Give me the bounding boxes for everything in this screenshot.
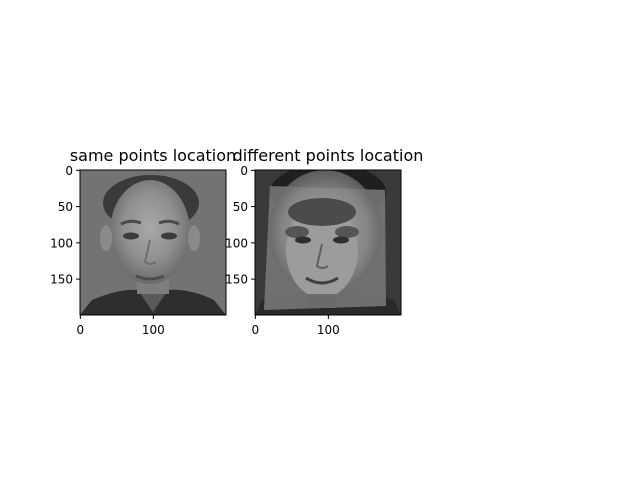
y-tick-label: 0 (240, 164, 248, 178)
x-tick-label: 0 (252, 323, 260, 337)
y-tick-label: 50 (58, 200, 73, 214)
y-tick-label: 100 (50, 236, 73, 250)
y-tick-label: 150 (50, 273, 73, 287)
subplot-same-points: same points location (50, 146, 236, 337)
x-tick-label: 0 (77, 323, 85, 337)
y-tick-label: 50 (233, 200, 248, 214)
y-tick-label: 100 (225, 236, 248, 250)
x-axis-ticks: 0 100 (252, 315, 340, 337)
y-tick-label: 0 (65, 164, 73, 178)
x-tick-label: 100 (142, 323, 165, 337)
y-axis-ticks: 0 50 100 150 (225, 164, 255, 287)
subplot-title: same points location (70, 146, 236, 165)
subplot-title: different points location (233, 146, 424, 165)
subplot-different-points: different points location (225, 146, 423, 337)
x-axis-ticks: 0 100 (77, 315, 165, 337)
y-tick-label: 150 (225, 273, 248, 287)
y-axis-ticks: 0 50 100 150 (50, 164, 80, 287)
x-tick-label: 100 (317, 323, 340, 337)
face-image-same-points (80, 170, 226, 315)
face-image-different-points (255, 170, 401, 315)
